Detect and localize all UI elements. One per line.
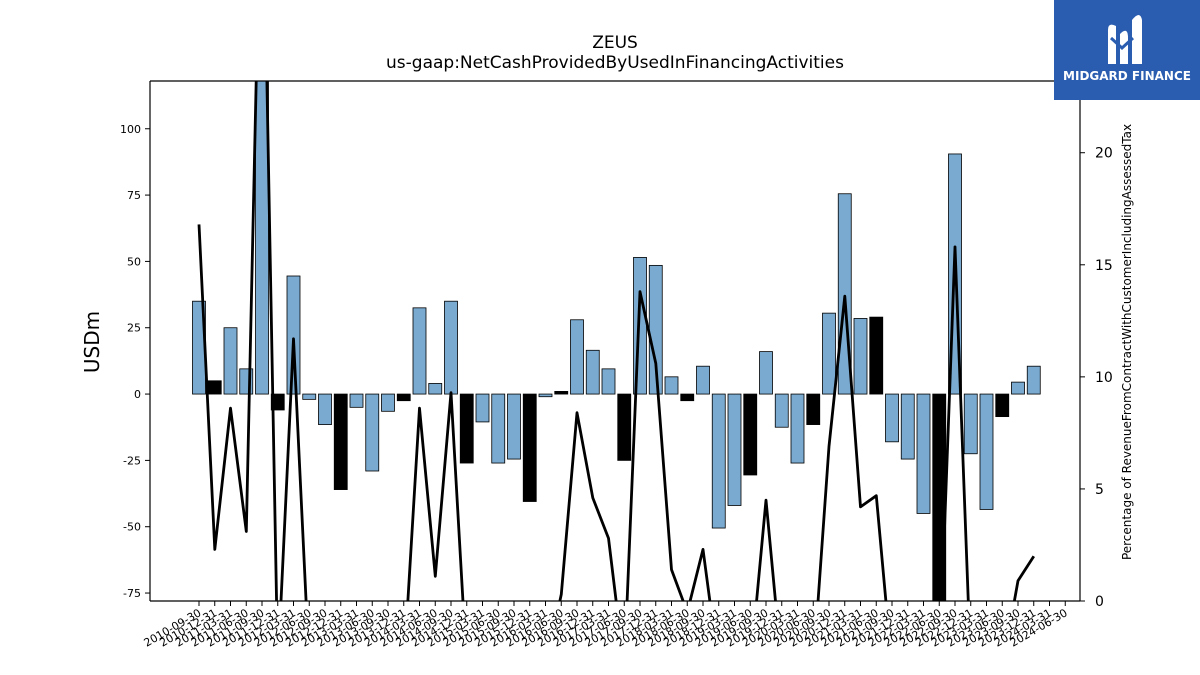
bar-2019-03-31 — [727, 393, 742, 506]
ticks-group: -75-50-250255075100051015202010-09-30201… — [120, 123, 1113, 650]
bar-2018-09-30 — [696, 365, 710, 395]
y-tick-label: -25 — [123, 454, 141, 467]
bar-2018-03-31 — [664, 376, 679, 395]
y2-tick-label: 20 — [1095, 146, 1113, 162]
bar-2010-12-31 — [207, 380, 222, 395]
y-tick-label: -50 — [123, 521, 141, 534]
bar-2014-03-31 — [412, 307, 427, 395]
midgard-logo-icon — [1108, 15, 1142, 65]
bar-2011-03-31 — [223, 327, 238, 395]
bar-2020-06-30 — [806, 393, 821, 425]
y-tick-label: 75 — [127, 189, 141, 202]
bar-2011-12-31 — [270, 393, 285, 411]
pct-revenue-line — [197, 81, 1035, 601]
bar-2018-06-30 — [680, 393, 695, 402]
bar-2012-09-30 — [318, 393, 332, 425]
bar-2019-06-30 — [743, 393, 758, 476]
bar-2023-06-30 — [995, 393, 1010, 418]
bar-2020-09-30 — [822, 312, 836, 395]
bar-2016-03-31 — [538, 393, 553, 398]
logo: MIDGARD FINANCE — [1054, 0, 1200, 100]
y-tick-label: -75 — [123, 587, 141, 600]
y2-tick-label: 5 — [1095, 482, 1104, 498]
bar-2013-12-31 — [396, 393, 411, 402]
bar-2012-03-31 — [286, 275, 301, 395]
bars-group — [192, 81, 1041, 601]
y-tick-label: 50 — [127, 255, 141, 268]
bar-2012-12-31 — [333, 393, 348, 490]
y-tick-label: 25 — [127, 322, 141, 335]
bar-2015-06-30 — [491, 393, 506, 464]
bar-2014-06-30 — [428, 383, 443, 395]
logo-text: MIDGARD FINANCE — [1063, 69, 1191, 83]
bar-2021-12-31 — [900, 393, 915, 460]
line-group — [197, 81, 1035, 601]
bar-2013-09-30 — [381, 393, 395, 412]
bar-2016-12-31 — [585, 349, 600, 395]
y2-tick-label: 15 — [1095, 258, 1113, 274]
axes-group — [149, 80, 1081, 602]
bar-2021-09-30 — [885, 393, 899, 443]
bar-2022-03-31 — [916, 393, 931, 514]
bar-2014-12-31 — [459, 393, 474, 464]
bar-2013-03-31 — [349, 393, 364, 408]
bar-2012-06-30 — [302, 393, 317, 400]
bar-2019-12-31 — [774, 393, 789, 428]
bar-2015-09-30 — [507, 393, 521, 460]
y-axis-label: USDm — [80, 310, 104, 374]
bar-2016-09-30 — [570, 319, 584, 395]
chart-subtitle: us-gaap:NetCashProvidedByUsedInFinancing… — [386, 53, 844, 73]
bar-2014-09-30 — [444, 300, 458, 395]
bar-2023-12-31 — [1026, 365, 1041, 395]
bar-2023-03-31 — [979, 393, 994, 510]
bar-2021-03-31 — [853, 318, 868, 395]
bar-2020-03-31 — [790, 393, 805, 464]
bar-2018-12-31 — [711, 393, 726, 529]
bar-2019-09-30 — [759, 351, 773, 395]
bar-2021-06-30 — [869, 316, 884, 395]
bar-2017-06-30 — [617, 393, 632, 461]
bar-2016-06-30 — [554, 391, 569, 395]
bar-2015-12-31 — [522, 393, 537, 502]
chart-title: ZEUS — [592, 33, 638, 53]
bar-2013-06-30 — [365, 393, 380, 472]
bar-2017-03-31 — [601, 368, 616, 395]
y2-tick-label: 0 — [1095, 594, 1104, 610]
y-tick-label: 100 — [120, 123, 141, 136]
y2-axis-label: Percentage of RevenueFromContractWithCus… — [1120, 123, 1134, 561]
bar-2015-03-31 — [475, 393, 490, 423]
bar-2022-12-31 — [963, 393, 978, 455]
y-tick-label: 0 — [134, 388, 141, 401]
y2-tick-label: 10 — [1095, 370, 1113, 386]
bar-2023-09-30 — [1011, 381, 1025, 395]
